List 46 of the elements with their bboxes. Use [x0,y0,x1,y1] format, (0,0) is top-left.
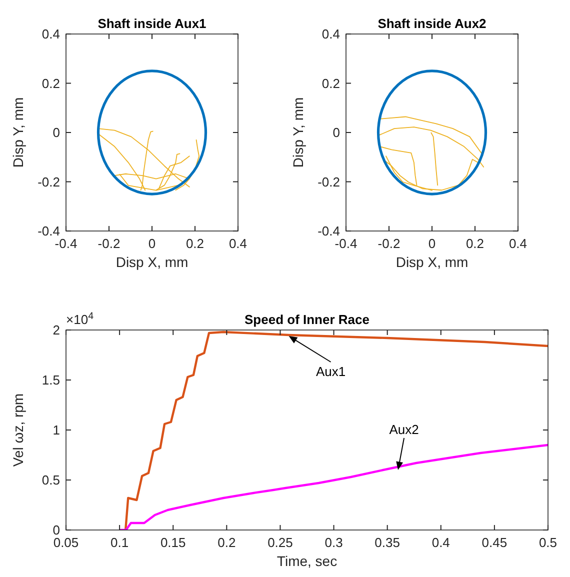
x-tick-label: 0.1 [110,535,129,550]
y-tick-label: 0 [52,125,60,140]
y-axis-title: Disp Y, mm [290,97,306,168]
chart-title: Speed of Inner Race [244,312,370,327]
x-tick-label: 0.4 [432,535,450,550]
annotation: Aux2 [389,422,419,437]
x-axis-title: Disp X, mm [396,254,468,270]
x-tick-label: -0.2 [378,236,400,251]
x-axis-title: Disp X, mm [116,254,188,270]
y-tick-label: 0 [52,522,60,538]
x-tick-label: 0.15 [160,535,186,550]
y-tick-label: 0.5 [42,472,60,488]
x-tick-label: 0.4 [228,236,248,251]
x-tick-label: 0.25 [268,535,293,550]
y-axis-title: Vel ωz, rpm [10,393,26,467]
y-tick-label: -0.2 [38,174,60,190]
x-tick-label: 0.5 [538,535,558,550]
y-tick-label: -0.2 [318,174,340,190]
y-tick-label: 1 [52,422,60,438]
x-tick-label: -0.2 [98,236,120,251]
chart-title: Shaft inside Aux1 [98,16,206,31]
x-tick-label: 0.3 [324,535,343,550]
y-axis-title: Disp Y, mm [10,97,26,168]
x-tick-label: -0.4 [334,236,358,251]
x-tick-label: 0.05 [53,535,79,550]
y-tick-label: 0.2 [322,76,340,91]
y-tick-label: -0.4 [318,224,340,238]
y-tick-label: 0 [332,125,340,140]
x-tick-label: 0 [428,236,436,251]
x-tick-label: 0.4 [508,236,528,251]
y-tick-label: 0.4 [42,26,60,42]
x-tick-label: 0.35 [374,535,400,550]
x-tick-label: 0.2 [218,535,236,550]
y-tick-label: -0.4 [38,224,60,238]
x-axis-title: Time, sec [276,553,338,569]
x-tick-label: 0.2 [466,236,484,251]
y-tick-label: 0.2 [42,76,60,91]
x-tick-label: 0.45 [482,535,508,550]
y-tick-label: 0.4 [322,26,340,42]
chart-title: Shaft inside Aux2 [378,16,486,31]
x-tick-label: 0 [148,236,156,251]
x-tick-label: 0.2 [186,236,204,251]
y-tick-label: 2 [52,322,60,338]
y-tick-label: 1.5 [42,372,60,388]
text: ×10$^{4}$ [66,310,94,327]
annotation: Aux1 [316,364,346,379]
